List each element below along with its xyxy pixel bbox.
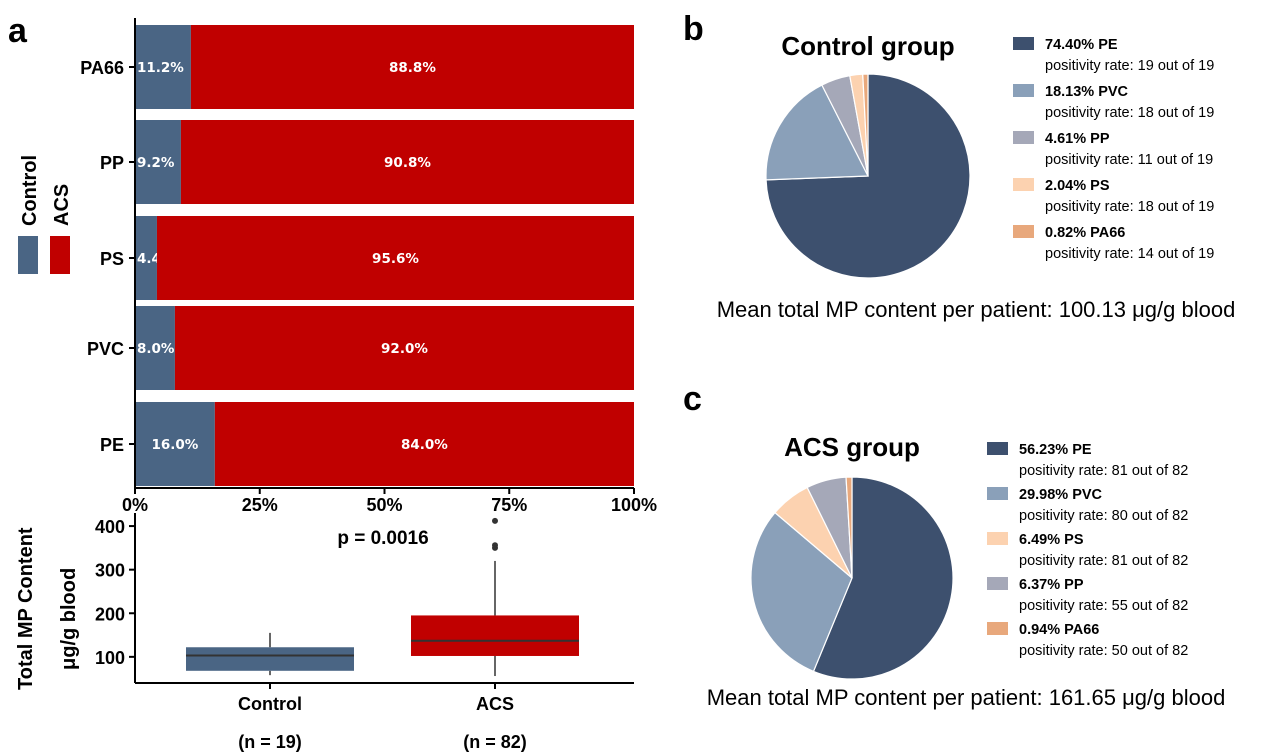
- acs-legend-label-ps: 6.49% PS: [1019, 532, 1084, 548]
- acs-legend-rate-pvc: positivity rate: 80 out of 82: [1019, 508, 1188, 524]
- bar-pe-control: [135, 402, 215, 486]
- outlier-acs-1: [492, 542, 498, 549]
- box-ytick-label-200: 200: [95, 604, 125, 624]
- ytick-label-pa66: PA66: [80, 58, 124, 78]
- legend-label-control: Control: [19, 155, 41, 226]
- acs-legend-label-pa66: 0.94% PA66: [1019, 622, 1099, 638]
- xtick-label-100-pct: 100%: [611, 495, 657, 515]
- legend-swatch-control: [18, 236, 38, 274]
- legend-label-acs: ACS: [51, 184, 73, 226]
- bar-label-pe-acs: 84.0%: [401, 437, 448, 453]
- pie-title-control: Control group: [781, 31, 954, 61]
- pie-title-acs: ACS group: [784, 432, 920, 462]
- bar-pp-control: [135, 120, 181, 204]
- box-n-label-acs: (n = 82): [463, 732, 527, 752]
- acs-legend-rate-ps: positivity rate: 81 out of 82: [1019, 553, 1188, 569]
- bar-label-pp-control: 9.2%: [137, 155, 175, 171]
- ytick-label-pvc: PVC: [87, 339, 124, 359]
- control-legend-swatch-pa66: [1013, 225, 1034, 238]
- ytick-label-ps: PS: [100, 249, 124, 269]
- acs-legend-swatch-ps: [987, 532, 1008, 545]
- acs-legend-rate-pp: positivity rate: 55 out of 82: [1019, 598, 1188, 614]
- bar-label-pa66-control: 11.2%: [137, 60, 184, 76]
- bar-label-pp-acs: 90.8%: [384, 155, 431, 171]
- box-ytick-label-300: 300: [95, 561, 125, 581]
- control-legend-rate-pvc: positivity rate: 18 out of 19: [1045, 105, 1214, 121]
- acs-legend-label-pe: 56.23% PE: [1019, 442, 1092, 458]
- group-legend: Control ACS: [18, 155, 73, 274]
- box-ylabel-line2: μg/g blood: [58, 568, 80, 670]
- control-slice-pvc: [765, 84, 869, 181]
- bar-pe-acs: [214, 402, 634, 486]
- acs-legend-swatch-pe: [987, 442, 1008, 455]
- acs-legend-label-pvc: 29.98% PVC: [1019, 487, 1103, 503]
- bar-label-pvc-control: 8.0%: [137, 341, 175, 357]
- xtick-label-50-pct: 50%: [366, 495, 402, 515]
- box-ylabel-line1: Total MP Content: [15, 527, 37, 690]
- acs-slice-pe: [812, 476, 954, 680]
- control-slice-pa66: [862, 73, 869, 177]
- control-legend-rate-pe: positivity rate: 19 out of 19: [1045, 58, 1214, 74]
- acs-legend-swatch-pp: [987, 577, 1008, 590]
- control-legend-swatch-pe: [1013, 37, 1034, 50]
- bar-label-pvc-acs: 92.0%: [381, 341, 428, 357]
- control-legend-swatch-ps: [1013, 178, 1034, 191]
- control-legend-label-ps: 2.04% PS: [1045, 178, 1110, 194]
- xtick-label-0-pct: 0%: [122, 495, 148, 515]
- bar-ps-control: [135, 216, 157, 300]
- panel-a-letter: a: [8, 12, 28, 50]
- bar-pa66-acs: [190, 25, 634, 109]
- caption-acs: Mean total MP content per patient: 161.6…: [707, 685, 1226, 710]
- bar-pa66-control: [135, 25, 191, 109]
- panel-c-letter: c: [683, 380, 702, 418]
- bar-ps-acs: [156, 216, 634, 300]
- box-acs: [411, 615, 579, 656]
- caption-control: Mean total MP content per patient: 100.1…: [717, 297, 1236, 322]
- acs-slice-pvc: [750, 511, 853, 673]
- bar-label-ps-acs: 95.6%: [372, 251, 419, 267]
- acs-legend-swatch-pvc: [987, 487, 1008, 500]
- box-xtick-label-acs: ACS: [476, 694, 514, 714]
- acs-legend-swatch-pa66: [987, 622, 1008, 635]
- control-legend-label-pp: 4.61% PP: [1045, 131, 1110, 147]
- control-legend-label-pvc: 18.13% PVC: [1045, 84, 1129, 100]
- ytick-label-pp: PP: [100, 153, 124, 173]
- box-ytick-label-100: 100: [95, 648, 125, 668]
- control-legend-rate-ps: positivity rate: 18 out of 19: [1045, 199, 1214, 215]
- pie-chart-acs: ACS group Mean total MP content per pati…: [707, 432, 1226, 710]
- outlier-acs-2: [492, 517, 498, 524]
- bar-label-pa66-acs: 88.8%: [389, 60, 436, 76]
- xtick-label-25-pct: 25%: [242, 495, 278, 515]
- box-plot: Total MP Content μg/g blood p = 0.0016 1…: [15, 513, 634, 752]
- bar-label-pe-control: 16.0%: [151, 437, 198, 453]
- pie-chart-control: Control group Mean total MP content per …: [717, 31, 1236, 322]
- box-n-label-control: (n = 19): [238, 732, 302, 752]
- control-legend-rate-pp: positivity rate: 11 out of 19: [1045, 152, 1213, 168]
- control-legend-swatch-pvc: [1013, 84, 1034, 97]
- acs-legend-rate-pe: positivity rate: 81 out of 82: [1019, 463, 1188, 479]
- bar-pp-acs: [180, 120, 634, 204]
- p-value-annotation: p = 0.0016: [337, 528, 428, 549]
- acs-legend-label-pp: 6.37% PP: [1019, 577, 1084, 593]
- box-xtick-label-control: Control: [238, 694, 302, 714]
- control-legend-swatch-pp: [1013, 131, 1034, 144]
- box-control: [186, 647, 354, 671]
- legend-swatch-acs: [50, 236, 70, 274]
- box-ytick-label-400: 400: [95, 517, 125, 537]
- control-legend-rate-pa66: positivity rate: 14 out of 19: [1045, 246, 1214, 262]
- panel-b-letter: b: [683, 10, 704, 48]
- acs-slice-pa66: [845, 476, 853, 579]
- bar-pvc-control: [135, 306, 175, 390]
- control-legend-label-pe: 74.40% PE: [1045, 37, 1118, 53]
- acs-legend-rate-pa66: positivity rate: 50 out of 82: [1019, 643, 1188, 659]
- ytick-label-pe: PE: [100, 435, 124, 455]
- xtick-label-75-pct: 75%: [491, 495, 527, 515]
- bar-pvc-acs: [174, 306, 635, 390]
- control-legend-label-pa66: 0.82% PA66: [1045, 225, 1125, 241]
